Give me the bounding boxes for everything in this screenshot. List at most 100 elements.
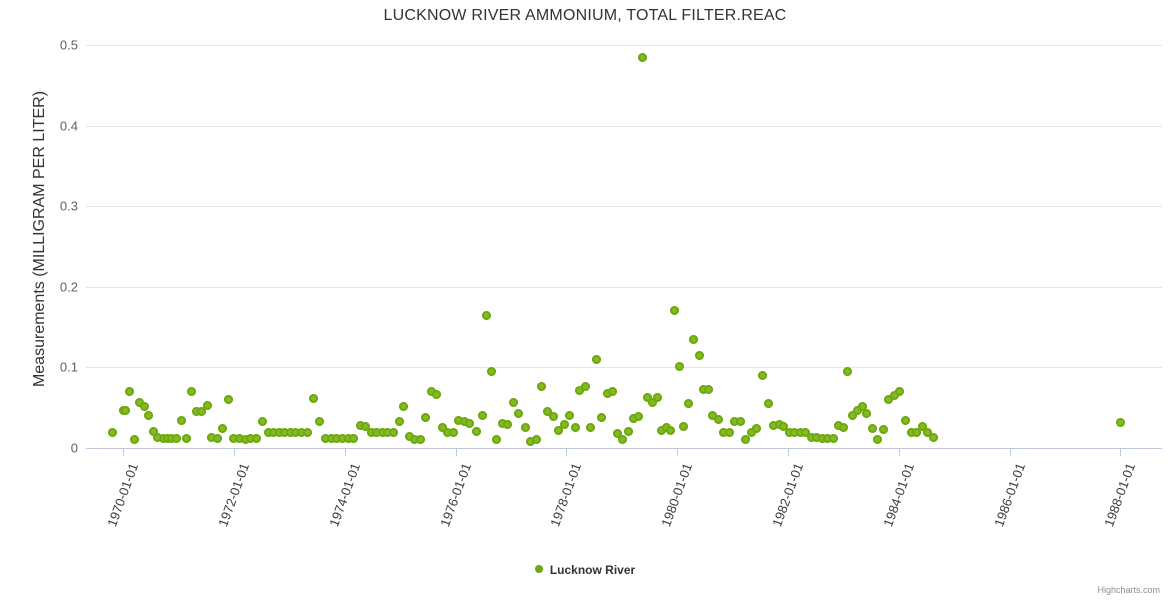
scatter-point[interactable] bbox=[187, 387, 197, 397]
scatter-point[interactable] bbox=[291, 428, 301, 438]
scatter-point[interactable] bbox=[769, 420, 779, 430]
scatter-point[interactable] bbox=[623, 426, 633, 436]
scatter-point[interactable] bbox=[421, 412, 431, 422]
scatter-point[interactable] bbox=[878, 424, 888, 434]
scatter-point[interactable] bbox=[486, 366, 496, 376]
scatter-point[interactable] bbox=[730, 416, 740, 426]
scatter-point[interactable] bbox=[724, 428, 734, 438]
scatter-point[interactable] bbox=[779, 421, 789, 431]
scatter-point[interactable] bbox=[741, 434, 751, 444]
scatter-point[interactable] bbox=[923, 428, 933, 438]
scatter-point[interactable] bbox=[812, 433, 822, 443]
scatter-point[interactable] bbox=[823, 433, 833, 443]
scatter-point[interactable] bbox=[853, 406, 863, 416]
scatter-point[interactable] bbox=[735, 416, 745, 426]
scatter-point[interactable] bbox=[361, 421, 371, 431]
scatter-point[interactable] bbox=[426, 387, 436, 397]
scatter-point[interactable] bbox=[838, 423, 848, 433]
scatter-point[interactable] bbox=[618, 434, 628, 444]
scatter-point[interactable] bbox=[207, 433, 217, 443]
scatter-point[interactable] bbox=[602, 388, 612, 398]
legend-item-lucknow-river[interactable]: Lucknow River bbox=[534, 562, 635, 577]
scatter-point[interactable] bbox=[612, 428, 622, 438]
scatter-point[interactable] bbox=[565, 411, 575, 421]
scatter-point[interactable] bbox=[192, 407, 202, 417]
scatter-point[interactable] bbox=[543, 407, 553, 417]
scatter-point[interactable] bbox=[120, 406, 130, 416]
scatter-point[interactable] bbox=[928, 433, 938, 443]
scatter-point[interactable] bbox=[197, 407, 207, 417]
scatter-point[interactable] bbox=[394, 416, 404, 426]
scatter-point[interactable] bbox=[437, 422, 447, 432]
scatter-point[interactable] bbox=[343, 433, 353, 443]
scatter-point[interactable] bbox=[586, 422, 596, 432]
scatter-point[interactable] bbox=[597, 412, 607, 422]
scatter-point[interactable] bbox=[297, 428, 307, 438]
scatter-point[interactable] bbox=[246, 433, 256, 443]
scatter-point[interactable] bbox=[580, 382, 590, 392]
scatter-point[interactable] bbox=[763, 399, 773, 409]
scatter-point[interactable] bbox=[713, 415, 723, 425]
scatter-point[interactable] bbox=[679, 421, 689, 431]
scatter-point[interactable] bbox=[107, 428, 117, 438]
scatter-point[interactable] bbox=[383, 428, 393, 438]
scatter-point[interactable] bbox=[472, 426, 482, 436]
scatter-point[interactable] bbox=[349, 433, 359, 443]
scatter-point[interactable] bbox=[847, 411, 857, 421]
scatter-point[interactable] bbox=[355, 420, 365, 430]
scatter-point[interactable] bbox=[554, 425, 564, 435]
scatter-point[interactable] bbox=[482, 310, 492, 320]
scatter-point[interactable] bbox=[895, 387, 905, 397]
scatter-point[interactable] bbox=[181, 433, 191, 443]
scatter-point[interactable] bbox=[212, 433, 222, 443]
scatter-point[interactable] bbox=[432, 390, 442, 400]
scatter-point[interactable] bbox=[309, 393, 319, 403]
scatter-point[interactable] bbox=[683, 399, 693, 409]
scatter-point[interactable] bbox=[377, 428, 387, 438]
scatter-point[interactable] bbox=[514, 408, 524, 418]
scatter-point[interactable] bbox=[633, 412, 643, 422]
scatter-point[interactable] bbox=[862, 408, 872, 418]
scatter-point[interactable] bbox=[338, 433, 348, 443]
scatter-point[interactable] bbox=[285, 428, 295, 438]
scatter-point[interactable] bbox=[321, 433, 331, 443]
scatter-point[interactable] bbox=[125, 387, 135, 397]
scatter-point[interactable] bbox=[784, 428, 794, 438]
scatter-point[interactable] bbox=[873, 435, 883, 445]
scatter-point[interactable] bbox=[459, 416, 469, 426]
scatter-point[interactable] bbox=[559, 420, 569, 430]
scatter-point[interactable] bbox=[746, 428, 756, 438]
scatter-point[interactable] bbox=[790, 428, 800, 438]
scatter-point[interactable] bbox=[1115, 417, 1125, 427]
scatter-point[interactable] bbox=[570, 423, 580, 433]
scatter-point[interactable] bbox=[752, 424, 762, 434]
scatter-point[interactable] bbox=[795, 428, 805, 438]
scatter-point[interactable] bbox=[492, 434, 502, 444]
scatter-point[interactable] bbox=[867, 424, 877, 434]
scatter-point[interactable] bbox=[694, 350, 704, 360]
scatter-point[interactable] bbox=[689, 334, 699, 344]
scatter-point[interactable] bbox=[144, 411, 154, 421]
scatter-point[interactable] bbox=[674, 362, 684, 372]
scatter-point[interactable] bbox=[652, 392, 662, 402]
scatter-point[interactable] bbox=[218, 424, 228, 434]
scatter-point[interactable] bbox=[258, 416, 268, 426]
scatter-point[interactable] bbox=[398, 402, 408, 412]
scatter-point[interactable] bbox=[389, 428, 398, 438]
scatter-point[interactable] bbox=[171, 433, 181, 443]
scatter-point[interactable] bbox=[404, 432, 414, 442]
scatter-point[interactable] bbox=[454, 416, 464, 426]
scatter-point[interactable] bbox=[223, 395, 233, 405]
scatter-point[interactable] bbox=[591, 354, 601, 364]
scatter-point[interactable] bbox=[332, 433, 342, 443]
scatter-point[interactable] bbox=[503, 420, 513, 430]
scatter-point[interactable] bbox=[608, 387, 618, 397]
scatter-point[interactable] bbox=[372, 428, 382, 438]
scatter-point[interactable] bbox=[638, 52, 648, 62]
scatter-point[interactable] bbox=[889, 391, 899, 401]
scatter-point[interactable] bbox=[477, 411, 487, 421]
scatter-point[interactable] bbox=[410, 435, 420, 445]
scatter-point[interactable] bbox=[229, 433, 239, 443]
scatter-point[interactable] bbox=[708, 411, 718, 421]
scatter-point[interactable] bbox=[884, 395, 894, 405]
